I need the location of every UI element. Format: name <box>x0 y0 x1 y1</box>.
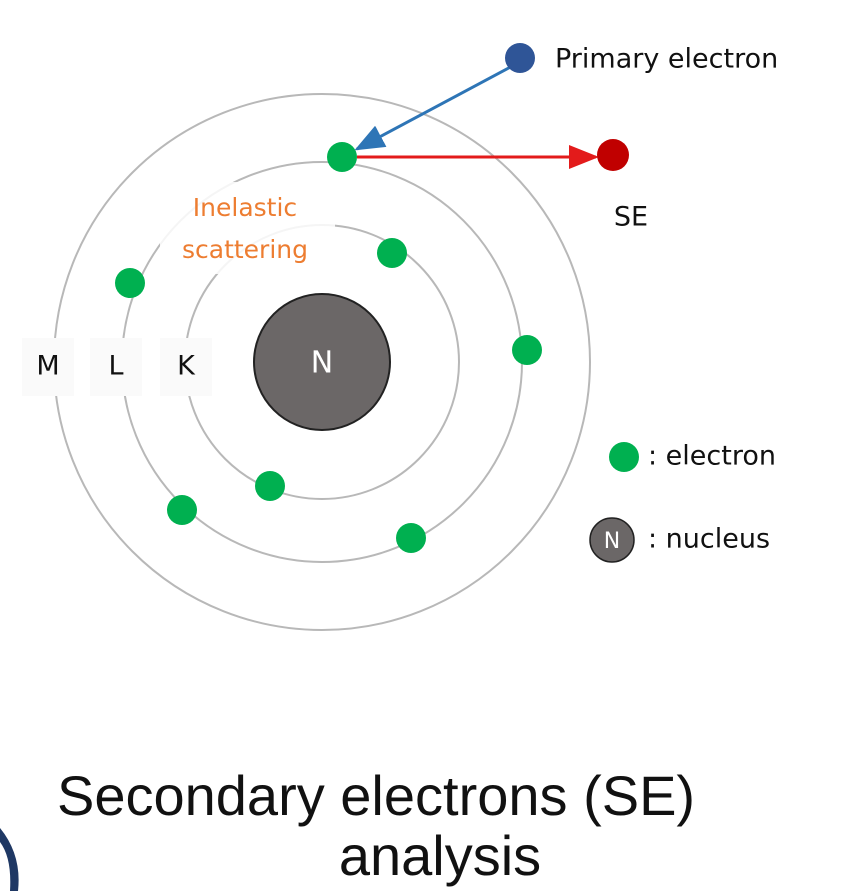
scattering-label: Inelastic <box>193 193 297 222</box>
electron <box>255 471 285 501</box>
legend-electron-label: : electron <box>648 441 776 472</box>
label-bg <box>160 338 212 396</box>
electron <box>512 335 542 365</box>
primary-label: Primary electron <box>555 44 778 75</box>
primary-arrow <box>354 61 519 151</box>
shell-label: K <box>177 351 196 382</box>
nucleus <box>253 293 391 431</box>
electron <box>167 495 197 525</box>
shell-label: M <box>36 351 59 382</box>
nucleus-label: N <box>311 346 333 381</box>
secondary-electron <box>597 139 629 171</box>
label-bg <box>90 338 142 396</box>
label-bg <box>22 338 74 396</box>
electron <box>396 523 426 553</box>
corner-decoration <box>0 828 19 891</box>
electron <box>327 142 357 172</box>
label-bg <box>160 182 335 274</box>
title: Secondary electrons (SE) <box>57 764 695 827</box>
title: analysis <box>339 824 541 887</box>
scattering-label: scattering <box>182 235 308 264</box>
electron <box>377 238 407 268</box>
legend-nucleus-symbol: N <box>604 529 620 554</box>
shell-label: L <box>108 351 123 382</box>
se-label: SE <box>614 202 648 233</box>
legend-nucleus-label: : nucleus <box>648 524 770 555</box>
legend-electron <box>609 442 639 472</box>
legend-nucleus <box>589 517 635 563</box>
primary-electron <box>505 43 535 73</box>
electron <box>115 268 145 298</box>
